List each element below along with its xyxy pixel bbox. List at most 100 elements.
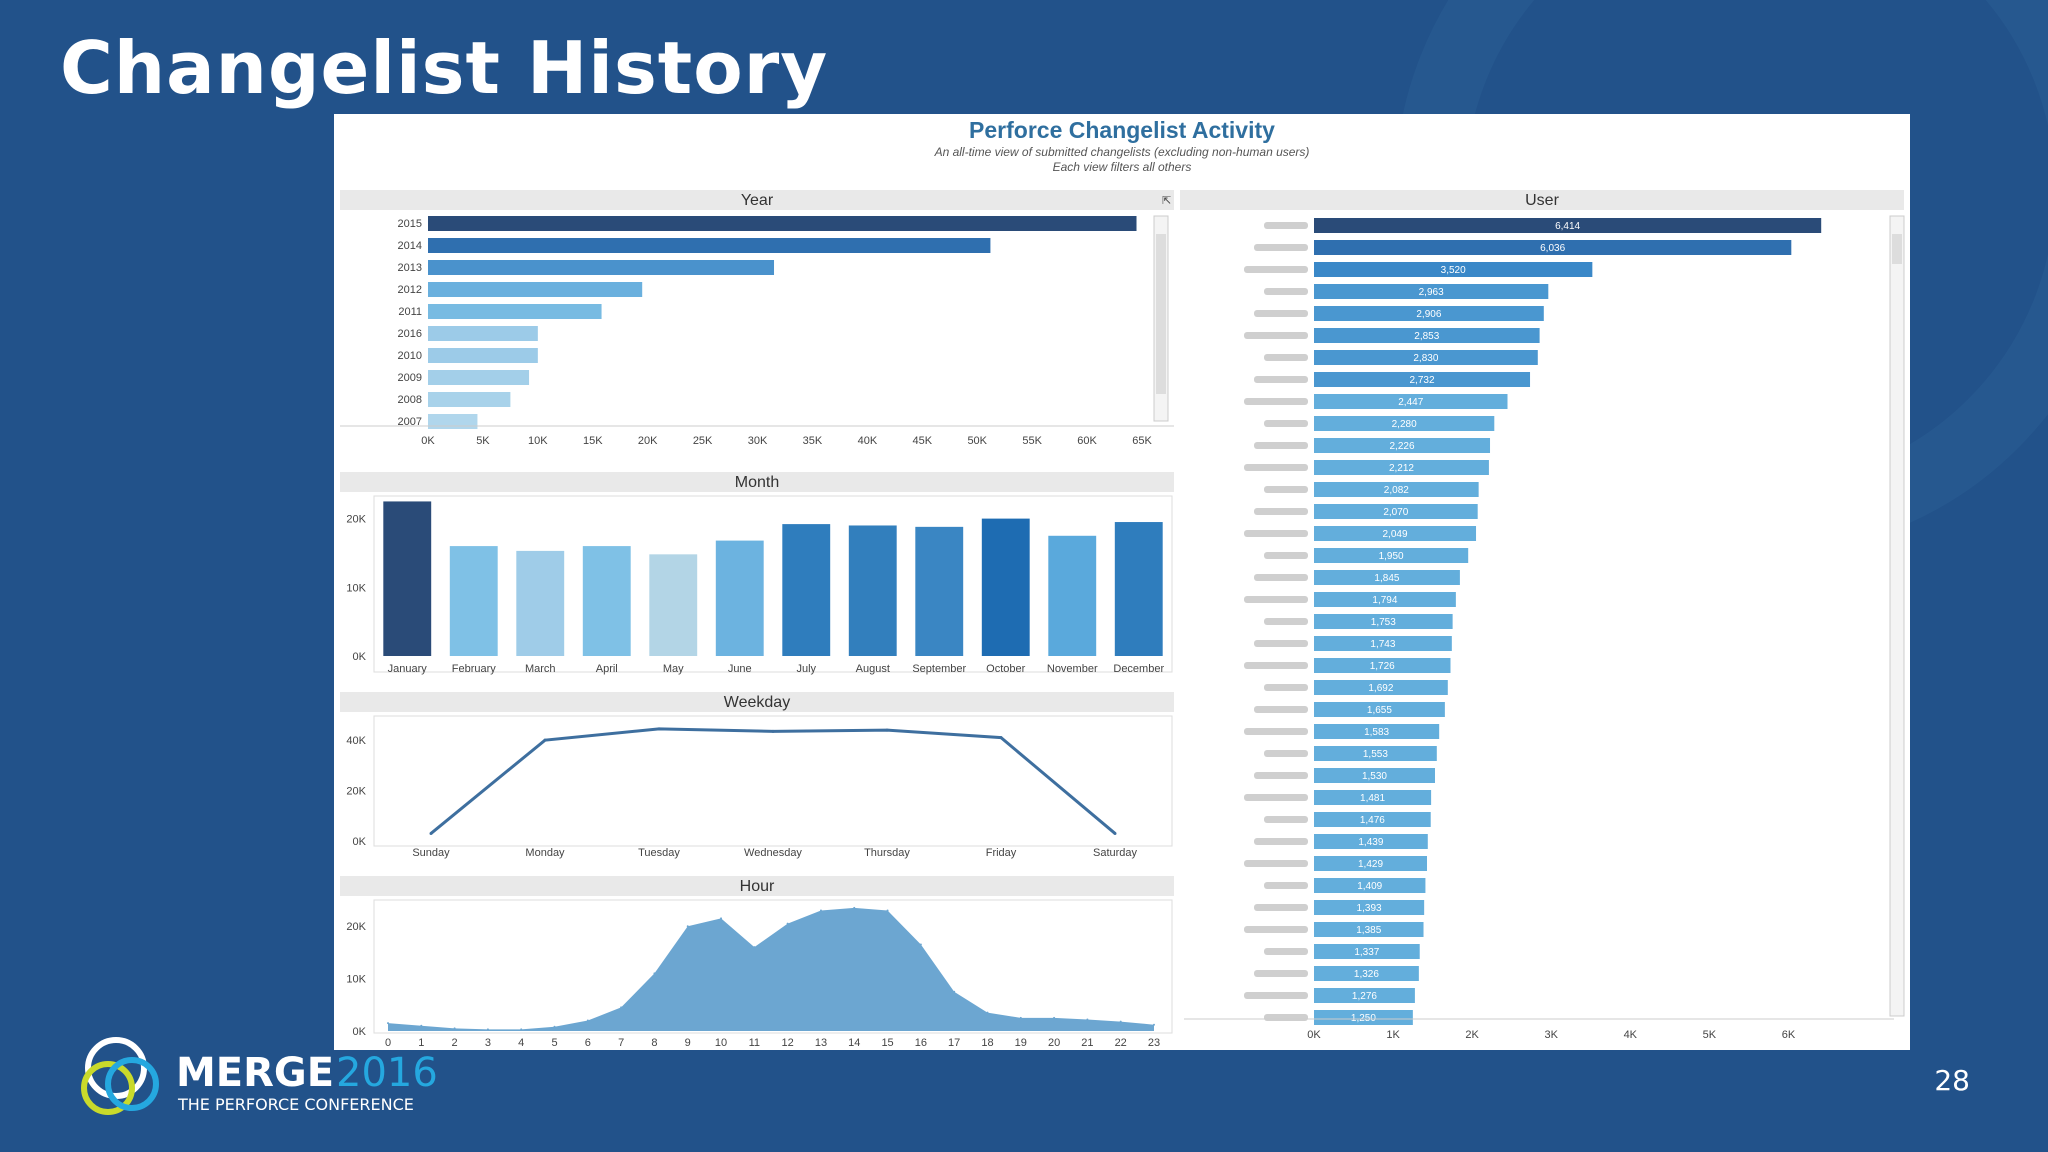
user-value-label: 6,036 bbox=[1540, 243, 1565, 254]
user-value-label: 1,743 bbox=[1370, 639, 1395, 650]
hour-point bbox=[486, 1028, 489, 1031]
hour-label: 22 bbox=[1115, 1037, 1127, 1049]
month-label: May bbox=[663, 663, 684, 675]
hour-label: 12 bbox=[782, 1037, 794, 1049]
hour-point bbox=[886, 909, 889, 912]
user-bar bbox=[1314, 460, 1489, 475]
user-value-label: 1,439 bbox=[1358, 837, 1383, 848]
user-value-label: 2,447 bbox=[1398, 397, 1423, 408]
logo-subtitle: THE PERFORCE CONFERENCE bbox=[177, 1095, 414, 1114]
weekday-point bbox=[999, 736, 1003, 740]
hour-point bbox=[1086, 1018, 1089, 1021]
weekday-label: Monday bbox=[525, 847, 565, 859]
dashboard-screenshot: Perforce Changelist Activity An all-time … bbox=[334, 114, 1910, 1050]
hour-point bbox=[720, 917, 723, 920]
hour-plot-frame bbox=[373, 899, 1173, 1034]
month-bar bbox=[449, 546, 498, 656]
user-name-blurred bbox=[1254, 442, 1308, 449]
user-name-blurred bbox=[1254, 508, 1308, 515]
hour-label: 23 bbox=[1148, 1037, 1160, 1049]
user-value-label: 1,530 bbox=[1362, 771, 1387, 782]
user-xtick: 1K bbox=[1386, 1029, 1400, 1041]
year-xtick: 45K bbox=[913, 435, 933, 447]
year-label: 2012 bbox=[398, 284, 422, 296]
year-bar bbox=[428, 392, 511, 407]
user-bar bbox=[1314, 504, 1478, 519]
user-bar bbox=[1314, 636, 1452, 651]
weekday-point bbox=[885, 728, 889, 732]
month-bar bbox=[582, 546, 631, 656]
user-scrollbar-thumb[interactable] bbox=[1892, 234, 1902, 264]
user-name-blurred bbox=[1264, 948, 1308, 955]
month-bar bbox=[649, 554, 698, 656]
user-bar bbox=[1314, 328, 1540, 343]
user-name-blurred bbox=[1254, 574, 1308, 581]
year-bar bbox=[428, 304, 602, 319]
weekday-panel-header: Weekday bbox=[724, 694, 790, 711]
user-value-label: 1,326 bbox=[1354, 969, 1379, 980]
user-name-blurred bbox=[1244, 926, 1308, 933]
hour-point bbox=[1019, 1016, 1022, 1019]
dashboard-canvas: Perforce Changelist Activity An all-time … bbox=[340, 117, 1905, 1049]
month-bar bbox=[981, 518, 1030, 656]
user-name-blurred bbox=[1244, 794, 1308, 801]
user-bar bbox=[1314, 702, 1445, 717]
month-label: February bbox=[452, 663, 497, 675]
user-panel-header: User bbox=[1525, 192, 1559, 209]
user-name-blurred bbox=[1264, 618, 1308, 625]
user-name-blurred bbox=[1244, 464, 1308, 471]
user-value-label: 3,520 bbox=[1441, 265, 1466, 276]
hour-panel-header-bg bbox=[340, 876, 1174, 896]
user-name-blurred bbox=[1244, 728, 1308, 735]
year-bar bbox=[428, 370, 530, 385]
user-bar bbox=[1314, 482, 1479, 497]
hour-label: 13 bbox=[815, 1037, 827, 1049]
year-label: 2015 bbox=[398, 218, 422, 230]
user-bar bbox=[1314, 790, 1432, 805]
user-scrollbar[interactable] bbox=[1889, 215, 1905, 1017]
user-name-blurred bbox=[1254, 706, 1308, 713]
user-bar bbox=[1314, 218, 1822, 233]
user-bar bbox=[1314, 350, 1538, 365]
user-bar bbox=[1314, 812, 1431, 827]
weekday-label: Tuesday bbox=[638, 847, 680, 859]
hour-label: 5 bbox=[551, 1037, 557, 1049]
user-value-label: 2,070 bbox=[1383, 507, 1408, 518]
user-bar bbox=[1314, 526, 1477, 541]
user-bar bbox=[1314, 900, 1425, 915]
user-bar bbox=[1314, 834, 1428, 849]
month-ytick: 20K bbox=[346, 514, 366, 526]
user-bar bbox=[1314, 372, 1531, 387]
user-value-label: 1,476 bbox=[1360, 815, 1385, 826]
user-value-label: 2,906 bbox=[1416, 309, 1441, 320]
year-label: 2013 bbox=[398, 262, 422, 274]
user-xtick: 5K bbox=[1703, 1029, 1717, 1041]
weekday-label: Wednesday bbox=[744, 847, 802, 859]
weekday-panel-header-bg bbox=[340, 692, 1174, 712]
user-value-label: 1,692 bbox=[1368, 683, 1393, 694]
weekday-point bbox=[1113, 831, 1117, 835]
user-xtick: 3K bbox=[1544, 1029, 1558, 1041]
hour-label: 1 bbox=[418, 1037, 424, 1049]
weekday-line bbox=[430, 727, 1116, 835]
hour-label: 11 bbox=[749, 1037, 760, 1049]
user-name-blurred bbox=[1254, 772, 1308, 779]
weekday-label: Thursday bbox=[864, 847, 910, 859]
year-scrollbar-thumb[interactable] bbox=[1156, 234, 1166, 394]
logo-brand: MERGE bbox=[176, 1050, 334, 1096]
month-bar bbox=[516, 550, 565, 656]
user-value-label: 1,950 bbox=[1379, 551, 1404, 562]
user-bar bbox=[1314, 284, 1549, 299]
user-value-label: 1,845 bbox=[1374, 573, 1399, 584]
year-label: 2011 bbox=[398, 306, 422, 318]
month-label: January bbox=[388, 663, 428, 675]
user-name-blurred bbox=[1264, 552, 1308, 559]
user-value-label: 1,276 bbox=[1352, 991, 1377, 1002]
hour-point bbox=[853, 906, 856, 909]
user-bar bbox=[1314, 724, 1440, 739]
year-bar bbox=[428, 414, 478, 429]
user-name-blurred bbox=[1264, 816, 1308, 823]
weekday-label: Friday bbox=[986, 847, 1017, 859]
user-value-label: 1,726 bbox=[1370, 661, 1395, 672]
hour-label: 2 bbox=[452, 1037, 458, 1049]
